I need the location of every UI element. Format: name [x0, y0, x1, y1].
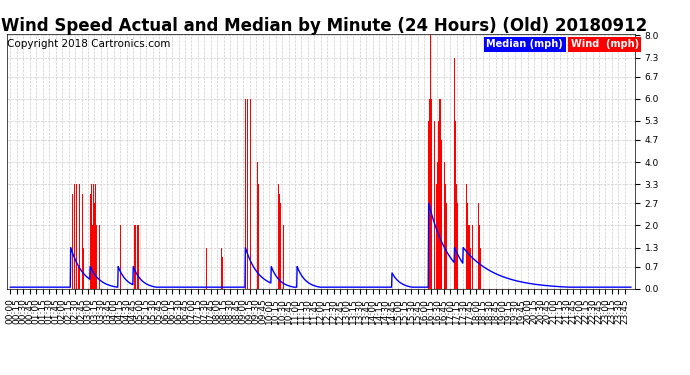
Text: Median (mph): Median (mph): [486, 39, 563, 50]
Text: Wind Speed Actual and Median by Minute (24 Hours) (Old) 20180912: Wind Speed Actual and Median by Minute (…: [1, 17, 647, 35]
Text: Wind  (mph): Wind (mph): [571, 39, 639, 50]
Text: Copyright 2018 Cartronics.com: Copyright 2018 Cartronics.com: [7, 39, 170, 50]
